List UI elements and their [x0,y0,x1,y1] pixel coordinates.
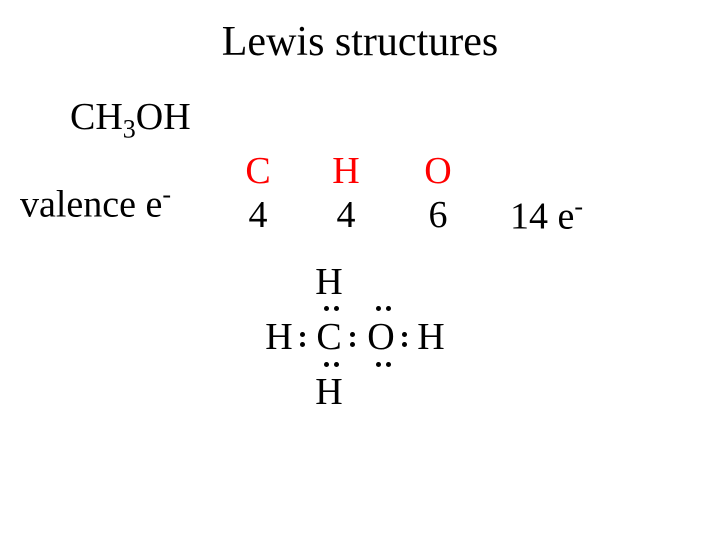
electron-dot [334,362,339,367]
formula-part-2: OH [136,96,191,138]
count-o: 6 [418,194,458,238]
column-carbon: C 4 [238,150,278,237]
symbol-h: H [326,150,366,194]
valence-text: valence e [20,184,162,226]
page-title: Lewis structures [0,18,720,66]
column-hydrogen: H 4 [326,150,366,237]
count-c: 4 [238,194,278,238]
electron-dot [402,342,407,347]
atom-c: C [312,315,346,359]
valence-superscript: - [162,180,171,209]
electron-dot [402,332,407,337]
symbol-c: C [238,150,278,194]
electron-dot [300,332,305,337]
electron-dot [334,306,339,311]
total-text: 14 e [510,196,574,238]
atom-o: O [364,315,398,359]
slide: Lewis structures CH3OH valence e- C 4 H … [0,0,720,540]
column-oxygen: O 6 [418,150,458,237]
electron-dot [386,306,391,311]
symbol-o: O [418,150,458,194]
atom-h-left: H [262,315,296,359]
atom-h-bottom: H [312,370,346,414]
electron-dot [376,362,381,367]
electron-dot [376,306,381,311]
molecular-formula: CH3OH [70,95,191,145]
atom-h-top: H [312,260,346,304]
valence-label: valence e- [20,180,171,227]
electron-dot [350,342,355,347]
atom-h-right: H [414,315,448,359]
total-superscript: - [574,192,583,221]
formula-part-1: CH [70,96,123,138]
electron-dot [350,332,355,337]
count-h: 4 [326,194,366,238]
total-electrons: 14 e- [510,192,583,239]
electron-dot [386,362,391,367]
formula-subscript: 3 [123,115,136,144]
lewis-structure-diagram: H H C O H H [232,260,492,440]
electron-dot [300,342,305,347]
electron-dot [324,362,329,367]
electron-dot [324,306,329,311]
